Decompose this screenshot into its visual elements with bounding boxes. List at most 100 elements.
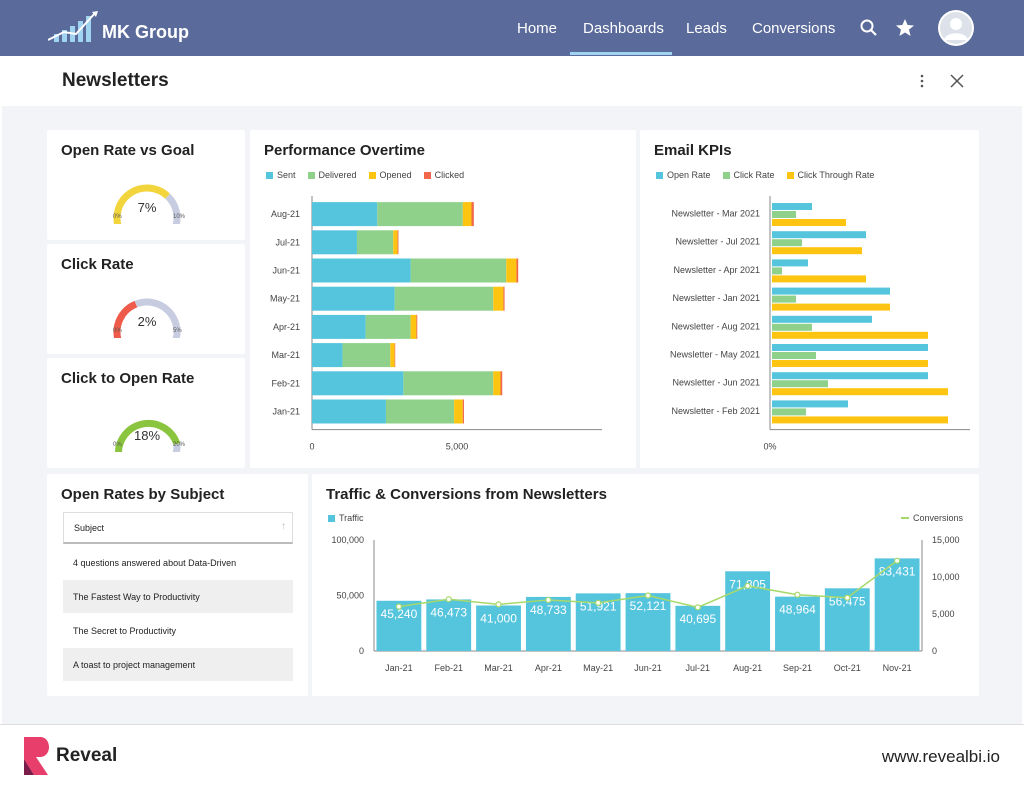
bar-open-rate — [772, 203, 812, 210]
bar-opened — [506, 258, 517, 283]
performance-overtime-card[interactable]: Performance Overtime Sent Delivered Open… — [250, 130, 636, 468]
gauge-min: 0% — [113, 214, 122, 220]
conversions-point — [694, 604, 701, 611]
bar-opened — [454, 399, 463, 424]
bar-click-through-rate — [772, 360, 928, 367]
email-kpis-card[interactable]: Email KPIs Open Rate Click Rate Click Th… — [640, 130, 979, 468]
bar-open-rate — [772, 315, 872, 323]
nav-leads[interactable]: Leads — [686, 20, 727, 37]
gauge-value: 18% — [133, 428, 161, 443]
gauge-title: Click to Open Rate — [61, 370, 195, 387]
gauge-rest-arc — [172, 443, 181, 452]
sort-arrow-icon[interactable]: ↑ — [281, 521, 286, 532]
bar-data-label: 46,473 — [430, 605, 467, 619]
bar-data-label: 48,733 — [530, 603, 567, 617]
dashboard-canvas: Open Rate vs Goal 7% 0% 10% Click Rate 2… — [2, 106, 1022, 724]
legend-item[interactable]: Open Rate — [656, 170, 711, 180]
kpis-legend: Open Rate Click Rate Click Through Rate — [656, 170, 874, 180]
user-icon — [940, 12, 972, 44]
open-rate-gauge — [113, 184, 181, 224]
bar-data-label: 83,431 — [879, 564, 916, 578]
logo-chart-icon — [48, 11, 98, 42]
open-rates-by-subject-card[interactable]: Open Rates by Subject Subject ↑ 4 questi… — [47, 474, 308, 696]
gauge-card-click-to-open[interactable]: Click to Open Rate 18% 0% 20% — [47, 358, 245, 468]
bar-click-rate — [772, 408, 806, 416]
traffic-conversions-card[interactable]: Traffic & Conversions from Newsletters T… — [312, 474, 979, 696]
bar-delivered — [394, 286, 494, 311]
bar-open-rate — [772, 344, 928, 351]
bar-sent — [312, 371, 404, 396]
gauge-min: 0% — [113, 442, 122, 448]
gauge-value: 2% — [137, 314, 157, 329]
y-tick-label: Jun-21 — [272, 266, 300, 276]
x-tick-label: Oct-21 — [834, 663, 861, 673]
bar-clicked — [471, 202, 474, 227]
nav-active-indicator — [570, 52, 672, 55]
bar-delivered — [410, 258, 507, 283]
gauge-card-open-rate[interactable]: Open Rate vs Goal 7% 0% 10% — [47, 130, 245, 240]
reveal-logo-icon — [24, 737, 49, 775]
conversions-point — [744, 582, 751, 589]
star-icon[interactable] — [895, 18, 915, 38]
x-tick-label: Jun-21 — [634, 663, 662, 673]
brand-logo[interactable]: MK Group — [48, 10, 248, 46]
bar-clicked — [394, 343, 396, 368]
traffic-bar — [874, 558, 920, 651]
bar-opened — [493, 371, 501, 396]
chart-title: Email KPIs — [654, 142, 732, 159]
click-to-open-gauge — [115, 419, 181, 452]
gauge-fill-arc — [113, 184, 170, 224]
y-tick-label: Jan-21 — [272, 407, 300, 417]
bar-sent — [312, 258, 411, 283]
legend-item[interactable]: Sent — [266, 170, 296, 180]
y-tick-label: Newsletter - Jan 2021 — [672, 293, 760, 303]
gauge-card-click-rate[interactable]: Click Rate 2% 0% 5% — [47, 244, 245, 354]
chart-title: Performance Overtime — [264, 142, 425, 159]
bar-click-rate — [772, 380, 828, 388]
legend-item[interactable]: Delivered — [307, 170, 357, 180]
table-row[interactable]: A toast to project management — [63, 648, 293, 682]
conversions-point — [495, 601, 502, 608]
website-link[interactable]: www.revealbi.io — [881, 747, 1000, 766]
more-options-icon[interactable] — [914, 72, 930, 90]
conversions-point — [794, 591, 801, 598]
x-tick-label: Feb-21 — [434, 663, 463, 673]
x-tick-label: Nov-21 — [883, 663, 912, 673]
reveal-brand: Reveal — [56, 745, 118, 766]
bar-sent — [312, 202, 378, 227]
legend-item[interactable]: Click Rate — [722, 170, 775, 180]
search-icon[interactable] — [860, 18, 878, 38]
right-tick-label: 0 — [932, 646, 937, 656]
traffic-bar — [625, 593, 671, 651]
table-row[interactable]: The Secret to Productivity — [63, 614, 293, 648]
table-row[interactable]: The Fastest Way to Productivity — [63, 580, 293, 614]
bar-click-rate — [772, 239, 802, 247]
conversions-point — [595, 599, 602, 607]
user-avatar[interactable] — [938, 10, 974, 46]
legend-item[interactable]: Click Through Rate — [786, 170, 874, 180]
nav-conversions[interactable]: Conversions — [752, 20, 836, 37]
x-tick-label: Sep-21 — [783, 663, 812, 673]
bar-click-rate — [772, 267, 782, 275]
bar-sent — [312, 286, 395, 311]
table-header-subject[interactable]: Subject ↑ — [63, 512, 293, 544]
conversions-point — [844, 594, 851, 601]
conversions-point — [545, 596, 552, 604]
x-tick-label: Jul-21 — [686, 663, 711, 673]
nav-dashboards[interactable]: Dashboards — [583, 20, 664, 37]
conversions-point — [644, 592, 652, 599]
close-icon[interactable] — [948, 72, 966, 90]
bar-clicked — [503, 286, 505, 311]
legend-item-conversions[interactable]: Conversions — [900, 513, 963, 523]
table-row[interactable]: 4 questions answered about Data-Driven — [63, 546, 293, 580]
traffic-bar — [525, 596, 571, 651]
nav-home[interactable]: Home — [517, 20, 558, 37]
legend-item[interactable]: Clicked — [423, 170, 464, 180]
bar-opened — [393, 230, 398, 255]
legend-item[interactable]: Opened — [368, 170, 412, 180]
bar-open-rate — [772, 231, 866, 239]
gauge-max: 5% — [173, 328, 182, 334]
bar-delivered — [403, 371, 494, 396]
legend-item-traffic[interactable]: Traffic — [328, 513, 364, 523]
gauge-max: 10% — [173, 214, 186, 220]
